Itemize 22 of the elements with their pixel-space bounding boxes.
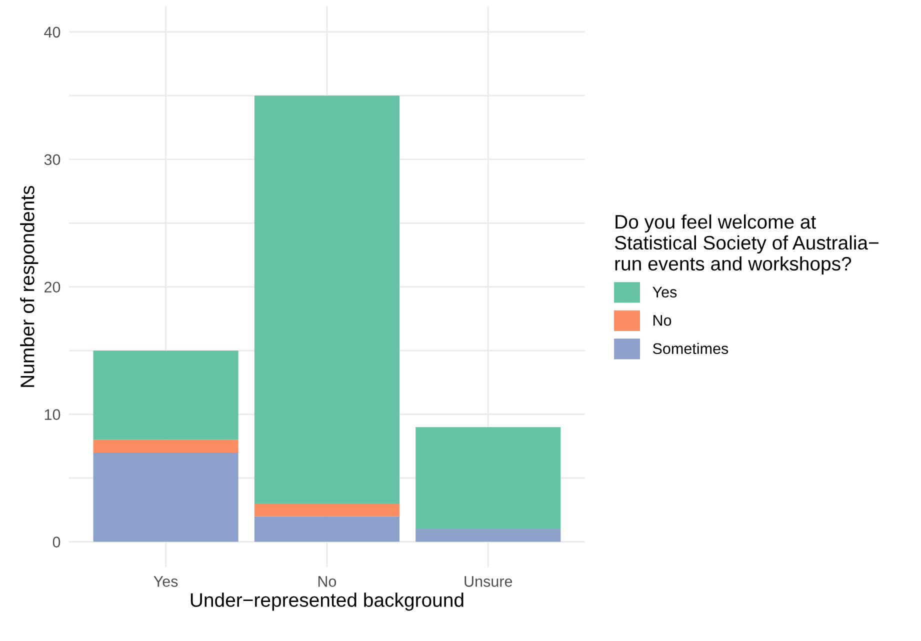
- x-axis-title: Under−represented background: [190, 592, 464, 611]
- bar: [93, 440, 238, 453]
- x-tick-label: Unsure: [464, 576, 512, 587]
- x-tick-label: Yes: [154, 576, 178, 587]
- legend-label: No: [654, 315, 672, 326]
- y-axis-title: Number of respondents: [20, 186, 38, 387]
- legend-title: Do you feel welcome at Statistical Society of Australia− run events and workshops?: [614, 214, 878, 274]
- legend-label: Yes: [652, 286, 677, 298]
- y-tick-label: 0: [52, 536, 60, 548]
- x-tick-label: No: [318, 576, 336, 587]
- bar: [416, 529, 561, 542]
- y-tick-label: 20: [44, 282, 60, 293]
- legend-label: Sometimes: [652, 342, 728, 354]
- y-tick-label: 40: [44, 26, 60, 38]
- bar: [254, 504, 400, 516]
- bar: [93, 452, 238, 542]
- y-tick-label: 30: [44, 154, 60, 166]
- y-tick-label: 10: [44, 409, 60, 420]
- bar: [254, 516, 400, 542]
- bar: [416, 427, 561, 530]
- bar: [254, 96, 400, 504]
- bar: [93, 350, 238, 440]
